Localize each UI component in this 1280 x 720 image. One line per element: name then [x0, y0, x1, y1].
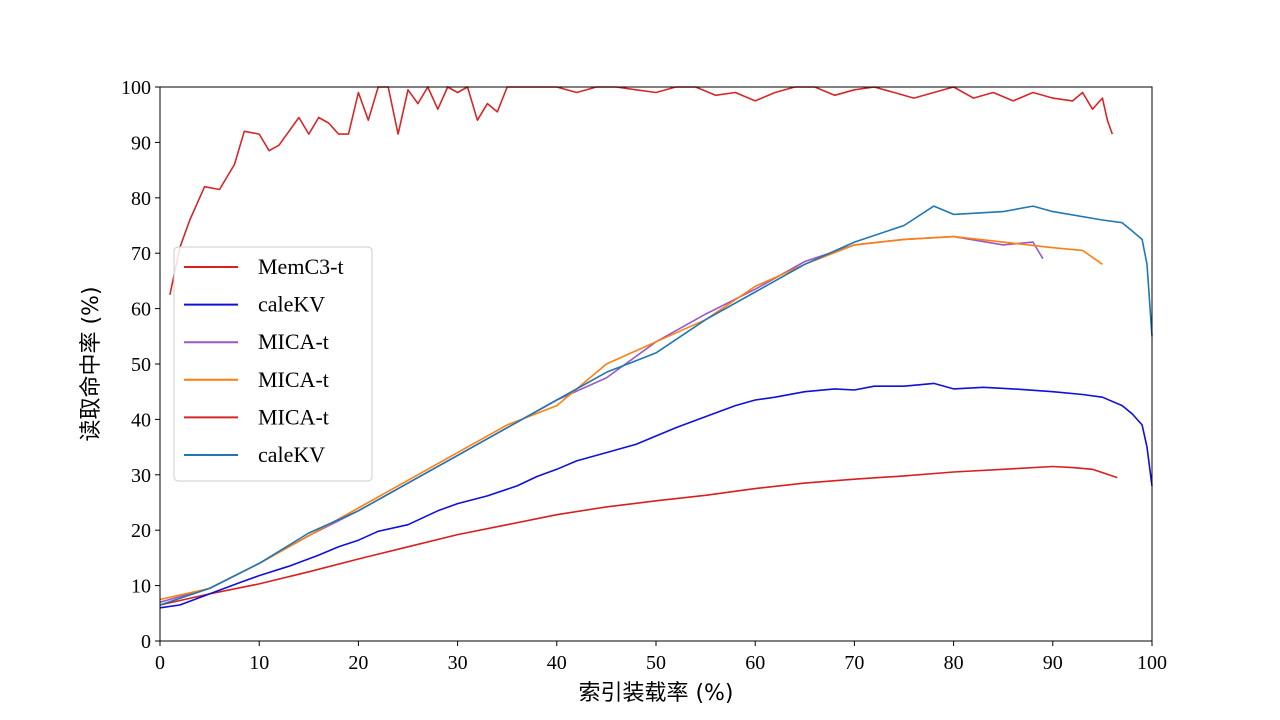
series-line-1	[159, 465, 1118, 606]
x-tick-label: 80	[944, 652, 964, 674]
legend-label: MemC3-t	[258, 254, 344, 279]
y-tick-label: 60	[131, 299, 151, 321]
series-line-6	[159, 205, 1153, 606]
y-tick-label: 50	[131, 354, 151, 376]
x-tick-label: 100	[1137, 652, 1167, 674]
x-tick-label: 20	[348, 652, 368, 674]
y-tick-label: 20	[131, 520, 151, 542]
x-tick-label: 10	[249, 652, 269, 674]
y-tick-label: 10	[131, 576, 151, 598]
y-tick-label: 90	[131, 132, 151, 154]
legend-label: MICA-t	[258, 329, 329, 354]
x-tick-label: 0	[155, 652, 165, 674]
plot-frame	[159, 86, 1153, 642]
y-tick-label: 30	[131, 465, 151, 487]
x-tick-label: 90	[1043, 652, 1063, 674]
x-tick-label: 40	[547, 652, 567, 674]
y-tick-label: 80	[131, 188, 151, 210]
y-tick-label: 0	[141, 631, 151, 653]
legend-label: caleKV	[258, 292, 325, 317]
x-tick-label: 50	[646, 652, 666, 674]
y-tick-label: 70	[131, 243, 151, 265]
y-tick-label: 100	[121, 77, 151, 99]
ticks-layer: 0 10 20 30 40 50 60 70 80 90 100 0 10 20 30 40 50 60 70 80 9…	[121, 77, 1167, 674]
x-axis-label: 索引装载率 (%)	[578, 681, 733, 706]
x-tick-label: 70	[844, 652, 864, 674]
x-tick-label: 30	[448, 652, 468, 674]
x-tick-label: 60	[745, 652, 765, 674]
legend: MemC3-t caleKV MICA-t MICA-t MICA-t caleKV	[173, 246, 373, 482]
series-line-2	[159, 382, 1153, 609]
legend-label: MICA-t	[258, 404, 329, 429]
legend-label: MICA-t	[258, 367, 329, 392]
y-tick-label: 40	[131, 409, 151, 431]
y-axis-label: 读取命中率 (%)	[79, 286, 104, 441]
legend-label: caleKV	[258, 442, 325, 467]
